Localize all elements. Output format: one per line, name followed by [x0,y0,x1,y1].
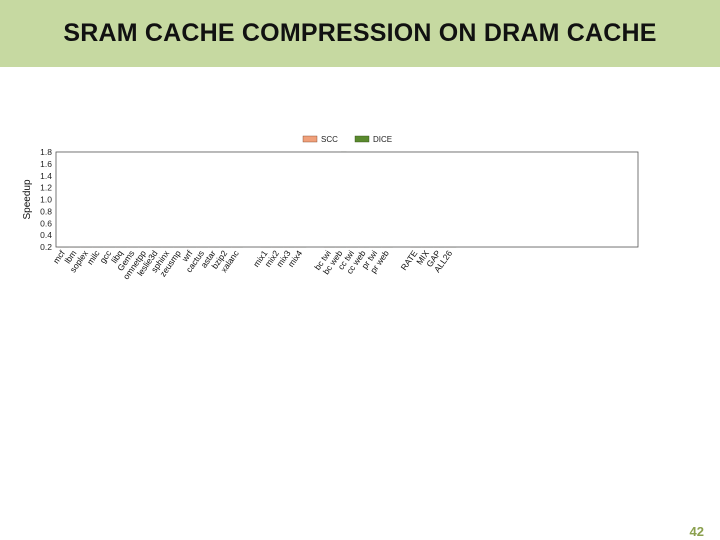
speedup-chart: 0.2 0.4 0.6 0.8 1.0 1.2 1.4 1.6 1.8 Speedup mcf lb… [18,130,658,281]
page-number: 42 [689,524,704,539]
y-tick-label: 1.2 [40,183,52,193]
y-tick-label: 1.8 [40,147,52,157]
legend-label-scc: SCC [321,135,338,144]
y-tick-label: 1.4 [40,171,52,181]
y-tick-label: 0.6 [40,218,52,228]
axis-layer: 0.2 0.4 0.6 0.81.0 1.2 1.4 1.6 1.8 Speedup [22,147,639,252]
slide-title: SRAM CACHE COMPRESSION ON DRAM CACHE [63,19,657,47]
y-tick-label: 1.0 [40,195,52,205]
legend-swatch-dice [354,135,370,143]
bar-chart-svg: 0.2 0.4 0.6 0.81.0 1.2 1.4 1.6 1.8 Speedup mcflb… [22,135,639,281]
label-layer: mcflbmsoplexmilcgcclibqGemsomnetppleslie… [51,248,455,281]
y-tick-label: 0.8 [40,206,52,216]
title-bar: SRAM CACHE COMPRESSION ON DRAM CACHE [0,0,720,67]
plot-frame [55,151,639,248]
y-axis-label: Speedup [22,179,33,219]
y-tick-label: 0.2 [40,242,52,252]
y-tick-label: 0.4 [40,230,52,240]
legend-layer: SCC DICE [302,135,392,144]
legend-label-dice: DICE [373,135,392,144]
y-tick-label: 1.6 [40,159,52,169]
legend-swatch-scc [302,135,318,143]
